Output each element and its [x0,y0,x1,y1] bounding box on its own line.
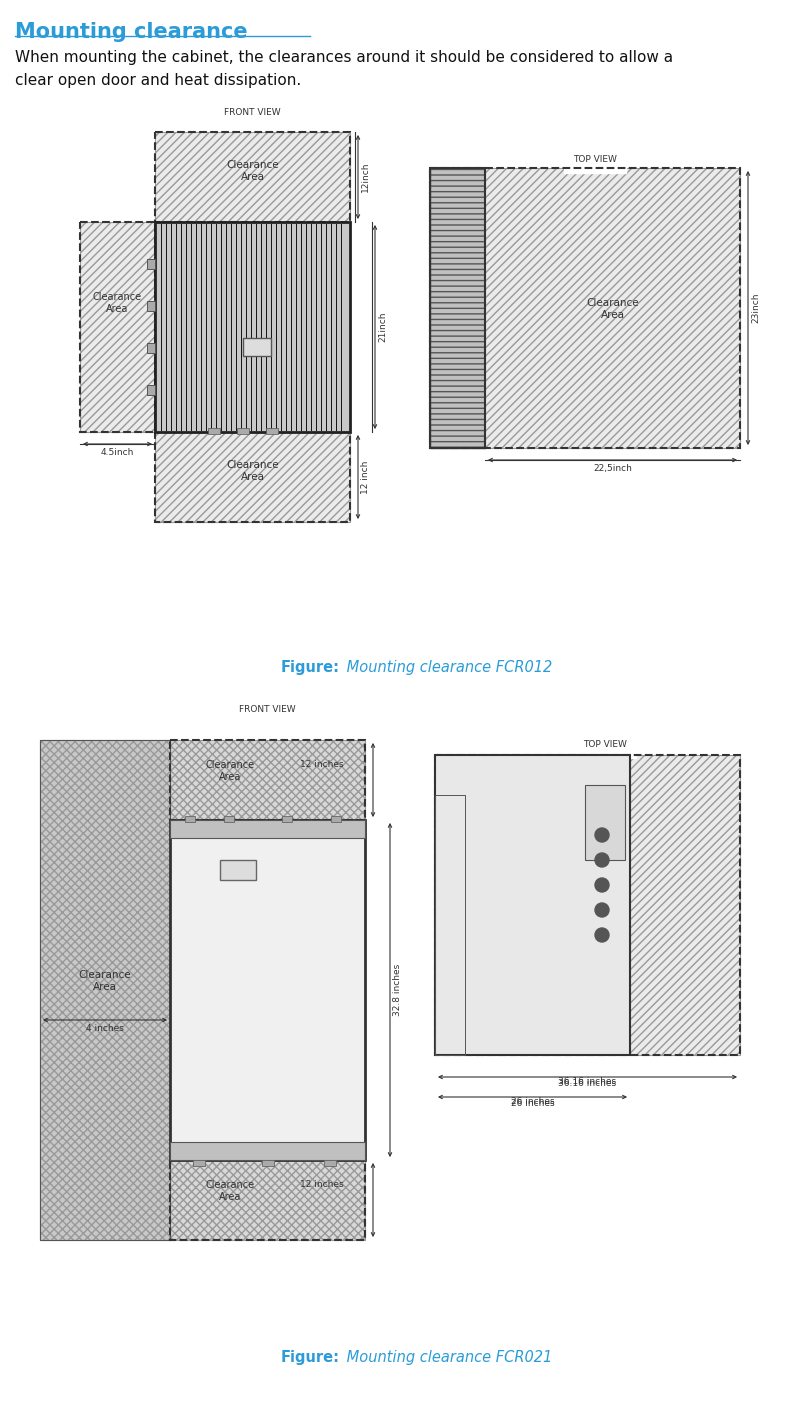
Circle shape [595,878,609,892]
Bar [208,428,220,433]
Bar [435,755,630,795]
Bar [80,222,155,432]
Text: Clearance: Clearance [226,160,279,169]
Text: Figure:: Figure: [281,1350,340,1365]
Bar [147,258,155,270]
Text: Clearance: Clearance [93,292,142,302]
Bar [435,795,465,1055]
Bar [220,860,256,880]
Bar [147,301,155,311]
Text: 12 inch: 12 inch [361,460,370,494]
Text: Area: Area [219,772,241,782]
Bar [585,785,625,860]
Text: 23inch: 23inch [751,292,760,323]
Text: 32.8 inches: 32.8 inches [393,964,402,1017]
Text: Area: Area [93,981,117,993]
Bar [155,432,350,522]
Bar [282,816,292,822]
Text: Mounting clearance FCR021: Mounting clearance FCR021 [342,1350,552,1365]
Bar [430,168,740,448]
Text: Area: Area [240,172,264,182]
Text: Area: Area [240,472,264,481]
Circle shape [595,904,609,916]
Bar [435,795,465,1055]
Bar [170,1142,365,1161]
Bar [170,820,365,1161]
Bar [80,222,155,432]
Circle shape [595,827,609,842]
Bar [243,337,271,356]
Circle shape [595,853,609,867]
Text: 36.16 inches: 36.16 inches [559,1076,617,1086]
Bar [155,432,350,522]
Text: Area: Area [219,1192,241,1202]
Text: Area: Area [107,304,129,313]
Text: Clearance: Clearance [79,970,131,980]
Text: FRONT VIEW: FRONT VIEW [239,705,296,714]
Bar [185,816,194,822]
Bar [147,385,155,395]
Text: 4.5inch: 4.5inch [101,448,135,457]
Text: Clearance: Clearance [205,1180,255,1190]
Bar [435,755,630,1055]
Text: 4 inches: 4 inches [86,1024,124,1034]
Bar [170,1161,365,1240]
Bar [170,820,365,837]
Bar [224,816,233,822]
Text: FRONT VIEW: FRONT VIEW [224,107,281,117]
Text: 36.16 inches: 36.16 inches [559,1079,617,1089]
Bar [155,222,350,432]
Bar [430,168,485,448]
Bar [170,1161,365,1240]
Bar [430,168,485,448]
Bar [40,740,170,1240]
Text: Figure:: Figure: [281,659,340,675]
Text: 26 inches: 26 inches [511,1097,554,1106]
Text: 26 inches: 26 inches [511,1099,554,1108]
Bar [236,428,248,433]
Circle shape [595,928,609,942]
Bar [485,168,740,448]
Text: 12 inches: 12 inches [300,760,344,770]
Text: 12inch: 12inch [361,162,370,192]
Text: Mounting clearance: Mounting clearance [15,23,248,42]
Text: 22,5inch: 22,5inch [593,465,632,473]
Bar [435,755,740,1055]
Bar [331,816,341,822]
Text: Clearance: Clearance [205,760,255,770]
Bar [155,131,350,222]
Bar [266,428,278,433]
Bar [262,1161,274,1166]
Bar [170,740,365,820]
Text: TOP VIEW: TOP VIEW [583,740,627,748]
Text: When mounting the cabinet, the clearances around it should be considered to allo: When mounting the cabinet, the clearance… [15,49,673,89]
Text: Mounting clearance FCR012: Mounting clearance FCR012 [342,659,552,675]
Bar [193,1161,205,1166]
Text: TOP VIEW: TOP VIEW [573,155,617,164]
Bar [170,740,365,820]
Text: Area: Area [600,311,625,321]
Bar [630,755,740,1055]
Text: Clearance: Clearance [226,460,279,470]
Text: 12 inches: 12 inches [300,1180,344,1189]
Text: 21inch: 21inch [378,312,387,342]
Bar [324,1161,336,1166]
Text: Clearance: Clearance [586,298,639,308]
Bar [40,740,170,1240]
Bar [155,131,350,222]
Bar [147,343,155,353]
